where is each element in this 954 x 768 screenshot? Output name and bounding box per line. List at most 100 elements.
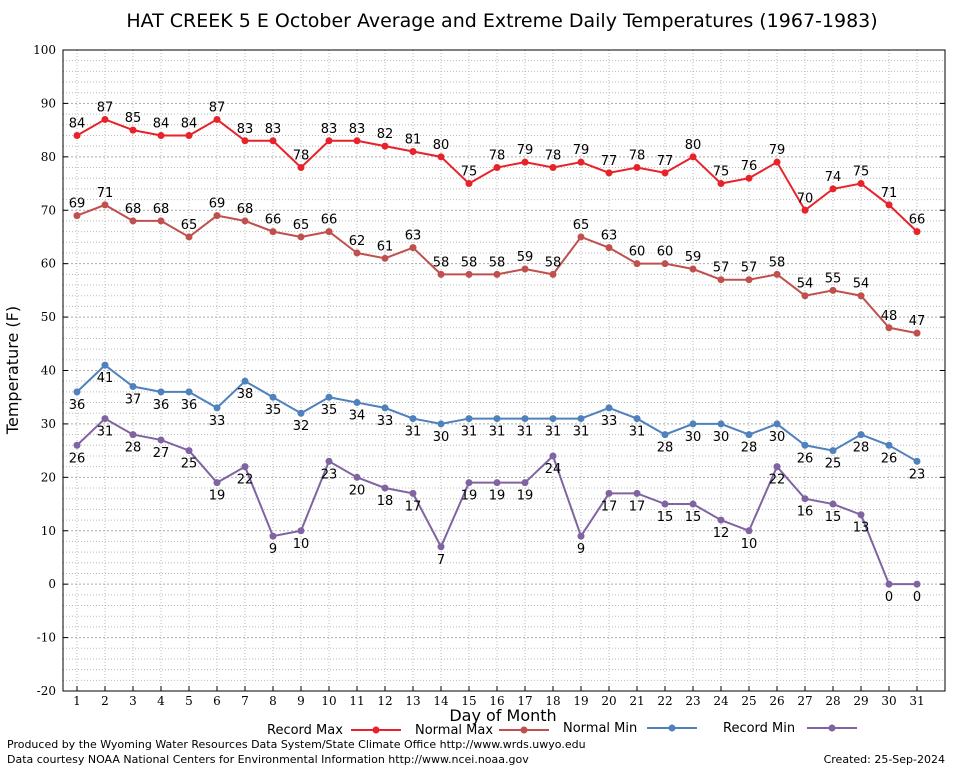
data-point xyxy=(577,233,585,241)
x-tick-label: 2 xyxy=(101,694,109,708)
data-point xyxy=(241,463,249,471)
legend-marker xyxy=(828,724,836,732)
data-label: 35 xyxy=(265,403,282,418)
data-point xyxy=(689,153,697,161)
data-label: 58 xyxy=(461,255,478,270)
data-label: 87 xyxy=(97,100,114,115)
data-label: 31 xyxy=(545,425,562,440)
data-label: 63 xyxy=(601,229,618,244)
x-tick-label: 4 xyxy=(157,694,165,708)
legend-label: Normal Max xyxy=(415,723,493,738)
data-label: 26 xyxy=(69,451,86,466)
data-point xyxy=(381,484,389,492)
data-label: 65 xyxy=(293,218,310,233)
data-point xyxy=(661,260,669,268)
data-label: 66 xyxy=(265,213,282,228)
legend-item: Normal Min xyxy=(563,721,697,736)
data-point xyxy=(353,249,361,257)
data-point xyxy=(129,383,137,391)
data-point xyxy=(857,431,865,439)
data-point xyxy=(185,388,193,396)
data-label: 10 xyxy=(741,537,758,552)
legend-marker xyxy=(668,724,676,732)
x-tick-label: 16 xyxy=(489,694,504,708)
y-tick-label: 50 xyxy=(41,310,56,324)
data-label: 31 xyxy=(405,425,422,440)
data-point xyxy=(549,415,557,423)
data-label: 16 xyxy=(797,505,814,520)
data-label: 31 xyxy=(629,425,646,440)
data-point xyxy=(885,324,893,332)
data-label: 31 xyxy=(97,425,114,440)
x-tick-label: 21 xyxy=(629,694,644,708)
legend-item: Normal Max xyxy=(415,723,549,738)
data-point xyxy=(745,431,753,439)
data-label: 77 xyxy=(657,154,674,169)
data-point xyxy=(325,457,333,465)
grid xyxy=(63,49,945,692)
data-label: 7 xyxy=(437,553,445,568)
data-point xyxy=(437,420,445,428)
data-label: 34 xyxy=(349,409,366,424)
data-label: 79 xyxy=(517,143,534,158)
data-label: 63 xyxy=(405,229,422,244)
data-point xyxy=(913,329,921,337)
legend-item: Record Max xyxy=(267,723,401,738)
data-label: 20 xyxy=(349,483,366,498)
data-label: 0 xyxy=(913,590,921,605)
data-point xyxy=(157,131,165,139)
data-label: 87 xyxy=(209,100,226,115)
y-tick-label: -20 xyxy=(37,684,56,698)
data-label: 19 xyxy=(489,489,506,504)
data-point xyxy=(213,115,221,123)
data-label: 31 xyxy=(489,425,506,440)
data-point xyxy=(521,479,529,487)
data-label: 79 xyxy=(573,143,590,158)
data-label: 65 xyxy=(181,218,198,233)
data-point xyxy=(409,489,417,497)
y-tick-label: 0 xyxy=(48,577,56,591)
x-tick-label: 11 xyxy=(349,694,364,708)
data-point xyxy=(493,164,501,172)
data-label: 19 xyxy=(461,489,478,504)
data-label: 71 xyxy=(97,186,114,201)
data-label: 75 xyxy=(853,165,870,180)
data-point xyxy=(633,415,641,423)
data-point xyxy=(857,511,865,519)
data-label: 10 xyxy=(293,537,310,552)
series-record-min: 26 31 28 27 25 19 22 9 10 23 20 18 17 7 19 19 19 24 9 17 17 1… xyxy=(69,415,921,605)
data-label: 36 xyxy=(69,398,86,413)
data-label: 61 xyxy=(377,239,394,254)
data-label: 75 xyxy=(461,165,478,180)
data-point xyxy=(297,233,305,241)
data-point xyxy=(269,393,277,401)
data-label: 38 xyxy=(237,387,254,402)
series-normal-min: 36 41 37 36 36 33 38 35 32 35 34 33 31 30 31 31 31 31 31 33… xyxy=(69,361,925,482)
data-point xyxy=(465,270,473,278)
data-label: 28 xyxy=(853,441,870,456)
y-axis-label: Temperature (F) xyxy=(3,306,22,435)
y-tick-label: 60 xyxy=(41,257,56,271)
data-point xyxy=(717,420,725,428)
data-point xyxy=(353,399,361,407)
data-label: 33 xyxy=(377,414,394,429)
data-point xyxy=(801,292,809,300)
x-tick-label: 1 xyxy=(73,694,81,708)
data-point xyxy=(157,436,165,444)
data-label: 60 xyxy=(629,245,646,260)
data-label: 30 xyxy=(713,430,730,445)
series-record-max: 84 87 85 84 84 87 83 83 78 83 83 82 81 80 75 78 79 78 79 77… xyxy=(69,100,925,236)
x-tick-label: 7 xyxy=(241,694,249,708)
series-line xyxy=(76,118,918,233)
data-point xyxy=(101,415,109,423)
data-point xyxy=(773,270,781,278)
data-point xyxy=(885,580,893,588)
data-point xyxy=(913,580,921,588)
data-label: 66 xyxy=(321,213,338,228)
data-label: 22 xyxy=(237,473,254,488)
y-tick-label: 40 xyxy=(41,364,56,378)
data-label: 81 xyxy=(405,132,422,147)
footer-credit-1: Produced by the Wyoming Water Resources … xyxy=(7,738,586,751)
data-label: 0 xyxy=(885,590,893,605)
